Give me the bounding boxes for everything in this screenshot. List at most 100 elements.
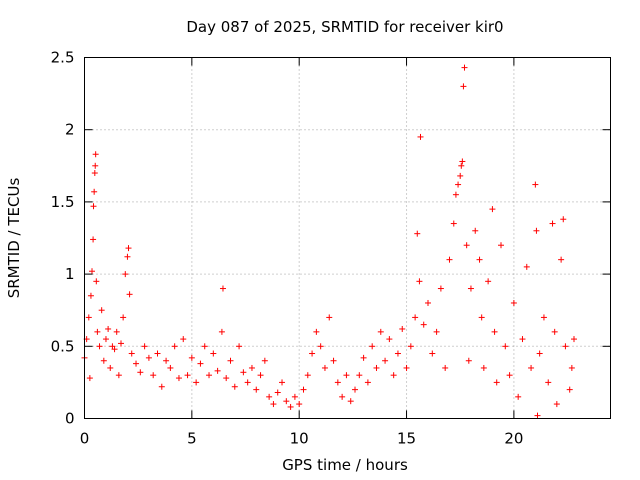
- data-point: [193, 379, 200, 386]
- data-point: [270, 401, 277, 408]
- data-point: [163, 357, 170, 364]
- data-point: [510, 299, 517, 306]
- data-point: [571, 336, 578, 343]
- data-point: [98, 307, 105, 314]
- data-point: [457, 172, 464, 179]
- data-point: [446, 256, 453, 263]
- data-point: [236, 343, 243, 350]
- data-point: [476, 256, 483, 263]
- x-axis-label: GPS time / hours: [282, 456, 408, 474]
- x-tick-label: 10: [290, 430, 309, 448]
- data-point: [558, 256, 565, 263]
- data-point: [87, 292, 94, 299]
- x-tick-label: 15: [397, 430, 416, 448]
- data-point: [180, 336, 187, 343]
- data-point: [167, 364, 174, 371]
- chart-title: Day 087 of 2025, SRMTID for receiver kir…: [186, 18, 503, 36]
- data-point: [386, 336, 393, 343]
- data-point: [274, 389, 281, 396]
- data-point: [279, 379, 286, 386]
- x-tick-label: 20: [504, 430, 523, 448]
- data-point: [467, 285, 474, 292]
- data-point: [352, 386, 359, 393]
- y-tick-label: 2.5: [51, 49, 75, 67]
- data-point: [141, 343, 148, 350]
- data-point: [568, 364, 575, 371]
- data-point: [480, 364, 487, 371]
- data-point: [458, 162, 465, 169]
- data-point: [113, 328, 120, 335]
- y-axis-label: SRMTID / TECUs: [5, 178, 23, 299]
- data-point: [133, 360, 140, 367]
- data-point: [339, 393, 346, 400]
- data-point: [334, 379, 341, 386]
- data-point: [506, 372, 513, 379]
- data-point: [485, 278, 492, 285]
- data-point: [227, 357, 234, 364]
- data-point: [117, 340, 124, 347]
- data-point: [540, 314, 547, 321]
- data-point: [330, 357, 337, 364]
- data-point: [536, 350, 543, 357]
- data-point: [412, 314, 419, 321]
- data-point: [92, 162, 99, 169]
- data-point: [125, 245, 132, 252]
- data-point: [93, 278, 100, 285]
- data-point: [296, 401, 303, 408]
- data-point: [472, 227, 479, 234]
- data-point: [321, 364, 328, 371]
- data-point: [283, 398, 290, 405]
- y-tick-label: 1.5: [51, 193, 75, 211]
- data-point: [214, 367, 221, 374]
- data-point: [437, 285, 444, 292]
- data-point: [460, 83, 467, 90]
- data-point: [414, 230, 421, 237]
- data-point: [343, 372, 350, 379]
- data-point: [100, 357, 107, 364]
- data-point: [248, 364, 255, 371]
- data-point: [534, 412, 541, 419]
- data-point: [90, 236, 97, 243]
- data-point: [102, 336, 109, 343]
- y-tick-label: 0: [65, 410, 75, 428]
- data-point: [107, 364, 114, 371]
- data-point: [360, 354, 367, 361]
- data-point: [253, 386, 260, 393]
- data-point: [399, 325, 406, 332]
- data-point: [257, 372, 264, 379]
- data-point: [158, 383, 165, 390]
- data-point: [433, 328, 440, 335]
- data-point: [266, 393, 273, 400]
- data-point: [461, 64, 468, 71]
- data-point: [291, 393, 298, 400]
- data-point: [377, 328, 384, 335]
- data-point: [115, 372, 122, 379]
- data-point: [210, 350, 217, 357]
- data-point: [94, 328, 101, 335]
- data-point: [515, 393, 522, 400]
- data-point: [91, 188, 98, 195]
- data-point: [122, 271, 129, 278]
- data-point: [551, 328, 558, 335]
- data-point: [89, 268, 96, 275]
- x-tick-label: 0: [80, 430, 90, 448]
- data-point: [124, 253, 131, 260]
- data-point: [533, 227, 540, 234]
- data-point: [390, 372, 397, 379]
- data-point: [105, 325, 112, 332]
- data-point: [126, 291, 133, 298]
- data-point: [201, 343, 208, 350]
- data-point: [523, 263, 530, 270]
- data-point: [244, 379, 251, 386]
- data-point: [309, 350, 316, 357]
- data-point: [120, 314, 127, 321]
- data-point: [532, 181, 539, 188]
- data-point: [382, 357, 389, 364]
- data-point: [313, 328, 320, 335]
- data-point: [407, 343, 414, 350]
- data-point: [502, 343, 509, 350]
- data-point: [478, 314, 485, 321]
- axis-ticks: 0 5 10 15 20 0 0.5 1 1.5 2 2.5: [51, 49, 611, 448]
- data-point: [218, 328, 225, 335]
